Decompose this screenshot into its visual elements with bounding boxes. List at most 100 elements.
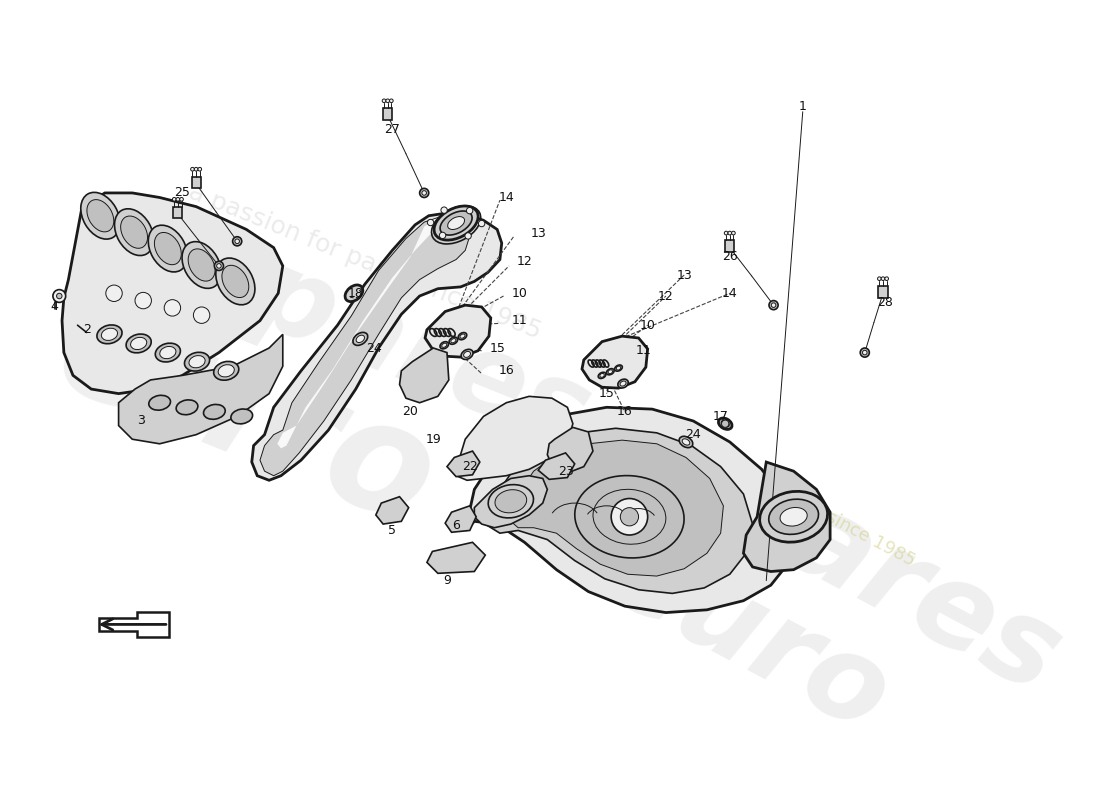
Ellipse shape (213, 362, 239, 380)
Text: 15: 15 (598, 387, 615, 400)
Ellipse shape (722, 421, 729, 427)
Circle shape (884, 277, 889, 281)
Ellipse shape (679, 436, 693, 448)
Circle shape (466, 207, 473, 214)
Ellipse shape (495, 490, 527, 513)
Text: a passion for parts since 1985: a passion for parts since 1985 (669, 426, 918, 570)
Circle shape (194, 307, 210, 323)
Text: 11: 11 (513, 314, 528, 327)
Text: 25: 25 (175, 186, 190, 199)
Polygon shape (376, 497, 409, 524)
Polygon shape (119, 334, 283, 444)
Ellipse shape (440, 211, 472, 235)
Ellipse shape (101, 328, 118, 341)
Polygon shape (383, 108, 393, 120)
Circle shape (232, 237, 242, 246)
Text: spares: spares (179, 216, 606, 471)
Circle shape (439, 232, 446, 238)
Ellipse shape (131, 338, 146, 350)
Circle shape (419, 188, 429, 198)
Ellipse shape (769, 499, 818, 534)
Ellipse shape (718, 418, 732, 430)
Circle shape (214, 262, 223, 270)
Ellipse shape (121, 216, 147, 248)
Ellipse shape (80, 192, 120, 239)
Ellipse shape (182, 242, 221, 288)
Circle shape (382, 99, 386, 102)
Text: 12: 12 (517, 255, 532, 268)
Text: 12: 12 (658, 290, 674, 302)
Ellipse shape (155, 343, 180, 362)
Polygon shape (277, 218, 446, 448)
Circle shape (386, 99, 389, 102)
Circle shape (428, 219, 433, 226)
Ellipse shape (126, 334, 151, 353)
Polygon shape (425, 305, 491, 357)
Text: 24: 24 (685, 428, 701, 441)
Ellipse shape (204, 405, 226, 419)
Text: 13: 13 (530, 227, 546, 241)
Text: 5: 5 (388, 524, 396, 537)
Ellipse shape (448, 217, 464, 230)
Ellipse shape (461, 350, 473, 359)
Ellipse shape (189, 355, 205, 368)
Text: spares: spares (635, 408, 1080, 717)
Ellipse shape (188, 249, 214, 281)
Text: 17: 17 (713, 410, 728, 423)
Circle shape (217, 264, 221, 268)
Circle shape (881, 277, 884, 281)
Circle shape (769, 301, 778, 310)
Ellipse shape (160, 346, 176, 358)
Circle shape (190, 167, 195, 171)
Polygon shape (465, 407, 793, 613)
Text: 10: 10 (640, 318, 656, 332)
Ellipse shape (449, 337, 458, 344)
Circle shape (862, 350, 867, 355)
Polygon shape (399, 348, 449, 402)
Ellipse shape (460, 334, 465, 338)
Circle shape (135, 292, 152, 309)
Polygon shape (582, 336, 648, 388)
Circle shape (612, 498, 648, 535)
Circle shape (198, 167, 201, 171)
Circle shape (164, 300, 180, 316)
Polygon shape (427, 542, 485, 574)
Ellipse shape (780, 507, 807, 526)
Text: 11: 11 (635, 344, 651, 358)
Circle shape (53, 290, 66, 302)
Ellipse shape (185, 352, 210, 371)
Polygon shape (447, 451, 480, 477)
Ellipse shape (356, 335, 364, 342)
Ellipse shape (176, 400, 198, 414)
Circle shape (56, 294, 62, 298)
Ellipse shape (682, 439, 690, 445)
Text: euro: euro (36, 274, 456, 559)
Ellipse shape (618, 379, 628, 388)
Ellipse shape (608, 370, 613, 374)
Circle shape (620, 508, 639, 526)
Text: 18: 18 (348, 286, 364, 300)
Text: 1: 1 (799, 100, 806, 113)
Ellipse shape (231, 409, 253, 424)
Ellipse shape (218, 365, 234, 377)
Text: 15: 15 (490, 342, 505, 354)
Circle shape (728, 231, 732, 235)
Ellipse shape (87, 199, 113, 232)
Ellipse shape (760, 491, 827, 542)
Text: 3: 3 (138, 414, 145, 427)
Polygon shape (488, 428, 752, 594)
Ellipse shape (148, 395, 170, 410)
Text: 6: 6 (452, 519, 460, 532)
Polygon shape (538, 453, 574, 479)
Text: 26: 26 (722, 250, 738, 263)
Polygon shape (446, 506, 476, 532)
Ellipse shape (97, 325, 122, 344)
Text: 19: 19 (426, 433, 441, 446)
Ellipse shape (606, 369, 614, 375)
Circle shape (106, 285, 122, 302)
Ellipse shape (451, 338, 455, 343)
Ellipse shape (216, 258, 255, 305)
Polygon shape (725, 240, 735, 252)
Ellipse shape (440, 342, 449, 349)
Ellipse shape (598, 372, 606, 378)
